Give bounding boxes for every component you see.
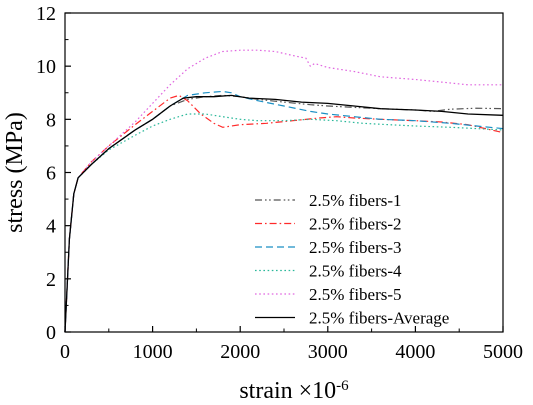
y-tick-label: 0 bbox=[46, 322, 56, 344]
legend-label-4: 2.5% fibers-4 bbox=[309, 262, 402, 281]
x-tick-label: 3000 bbox=[308, 341, 348, 363]
y-tick-label: 4 bbox=[46, 216, 56, 238]
legend-label-6: 2.5% fibers-Average bbox=[309, 309, 449, 328]
series-line-5 bbox=[64, 49, 503, 333]
series-line-1 bbox=[64, 94, 504, 333]
series-line-3 bbox=[64, 90, 504, 333]
x-tick-label: 0 bbox=[60, 341, 70, 363]
legend: 2.5% fibers-1 2.5% fibers-2 2.5% fibers-3 2… bbox=[255, 191, 449, 328]
plot-frame bbox=[64, 12, 504, 333]
y-tick-label: 8 bbox=[46, 109, 56, 131]
y-tick-label: 2 bbox=[46, 269, 56, 291]
legend-label-3: 2.5% fibers-3 bbox=[309, 238, 402, 257]
x-tick-label: 2000 bbox=[220, 341, 260, 363]
y-axis-ticks: 0 2 4 6 8 10 12 bbox=[36, 3, 71, 344]
x-tick-label: 5000 bbox=[483, 341, 523, 363]
legend-label-5: 2.5% fibers-5 bbox=[309, 285, 402, 304]
series-line-2 bbox=[64, 94, 504, 333]
x-axis-ticks: 0 1000 2000 3000 4000 5000 bbox=[60, 326, 523, 363]
series-line-6 bbox=[64, 94, 504, 333]
y-axis-title: stress (MPa) bbox=[2, 112, 28, 233]
series-line-4 bbox=[64, 113, 504, 333]
plot-lines bbox=[64, 49, 504, 333]
x-axis-title-text: strain ×10 bbox=[239, 378, 336, 404]
legend-label-2: 2.5% fibers-2 bbox=[309, 215, 402, 234]
y-tick-label: 12 bbox=[36, 3, 56, 25]
legend-label-1: 2.5% fibers-1 bbox=[309, 191, 402, 210]
x-tick-label: 1000 bbox=[133, 341, 173, 363]
x-axis-title-exponent: -6 bbox=[336, 378, 349, 394]
x-tick-label: 4000 bbox=[395, 341, 435, 363]
y-tick-label: 6 bbox=[46, 163, 56, 185]
x-axis-title: strain ×10-6 bbox=[239, 378, 349, 404]
y-tick-label: 10 bbox=[36, 56, 56, 78]
